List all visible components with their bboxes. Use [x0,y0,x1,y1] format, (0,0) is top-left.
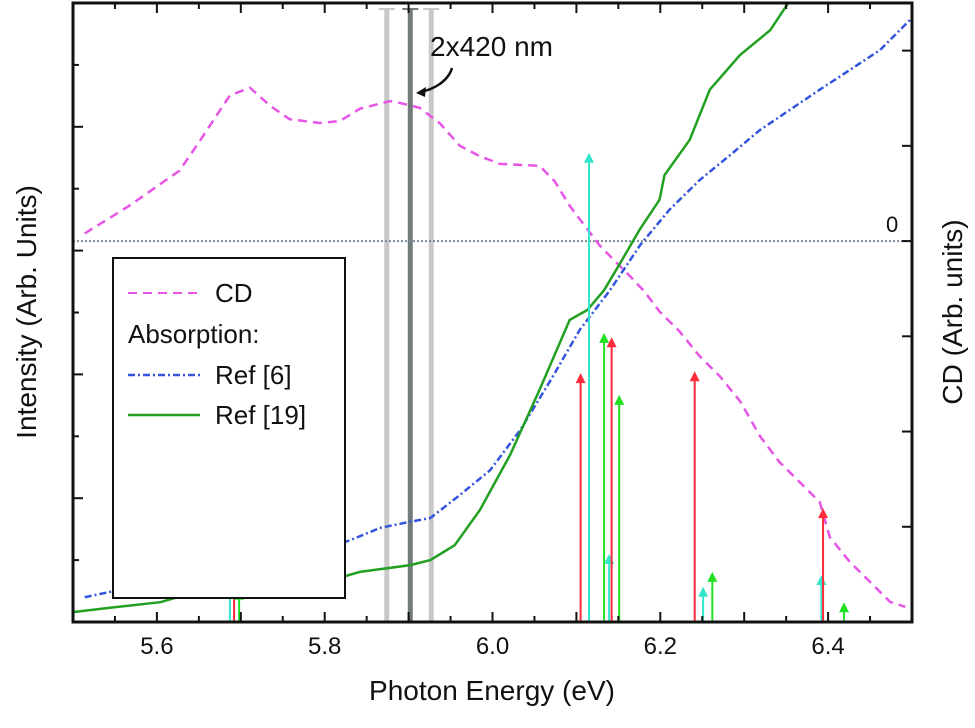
transition-arrow [707,571,718,622]
transition-arrow [599,332,610,622]
x-tick-label: 6.0 [476,633,509,660]
arrowhead [606,337,617,348]
axis-ticks: 5.6 5.8 6.0 6.2 6.4 [72,3,913,660]
arrowhead [599,332,610,343]
legend-cd-label: CD [215,278,253,308]
arrowhead [614,394,625,405]
x-tick-label: 5.8 [308,633,341,660]
arrowhead [698,586,709,597]
x-tick-label: 6.2 [644,633,677,660]
annotation-arrowhead [416,87,426,97]
legend-box [112,257,346,599]
transition-arrow [583,152,594,622]
transition-arrow [689,371,700,622]
arrowhead [818,508,829,519]
x-tick-label: 6.4 [811,633,844,660]
arrowhead [707,571,718,582]
cd-zero-label: 0 [886,212,898,237]
legend: CD Absorption: Ref [6] Ref [19] [112,257,346,599]
legend-absorption-label: Absorption: [128,319,260,349]
x-axis-title: Photon Energy (eV) [369,675,615,706]
transition-arrow [839,602,850,622]
transition-arrow [575,373,586,622]
arrowhead [816,574,827,585]
transition-arrow [816,574,827,622]
legend-ref6-label: Ref [6] [215,360,292,390]
legend-ref19-label: Ref [19] [215,400,306,430]
series-cd [84,86,906,608]
transition-arrow [606,337,617,622]
annotation-label: 2x420 nm [430,31,553,62]
laser-lines [378,8,440,622]
arrowhead [839,602,850,613]
y-axis-title: Intensity (Arb. Units) [11,185,42,439]
transition-arrow [614,394,625,622]
arrowhead [575,373,586,384]
arrowhead [583,152,594,163]
y-right-axis-title: CD (Arb. units) [937,219,968,404]
arrowhead [689,371,700,382]
transition-arrow [818,508,829,622]
x-tick-label: 5.6 [140,633,173,660]
